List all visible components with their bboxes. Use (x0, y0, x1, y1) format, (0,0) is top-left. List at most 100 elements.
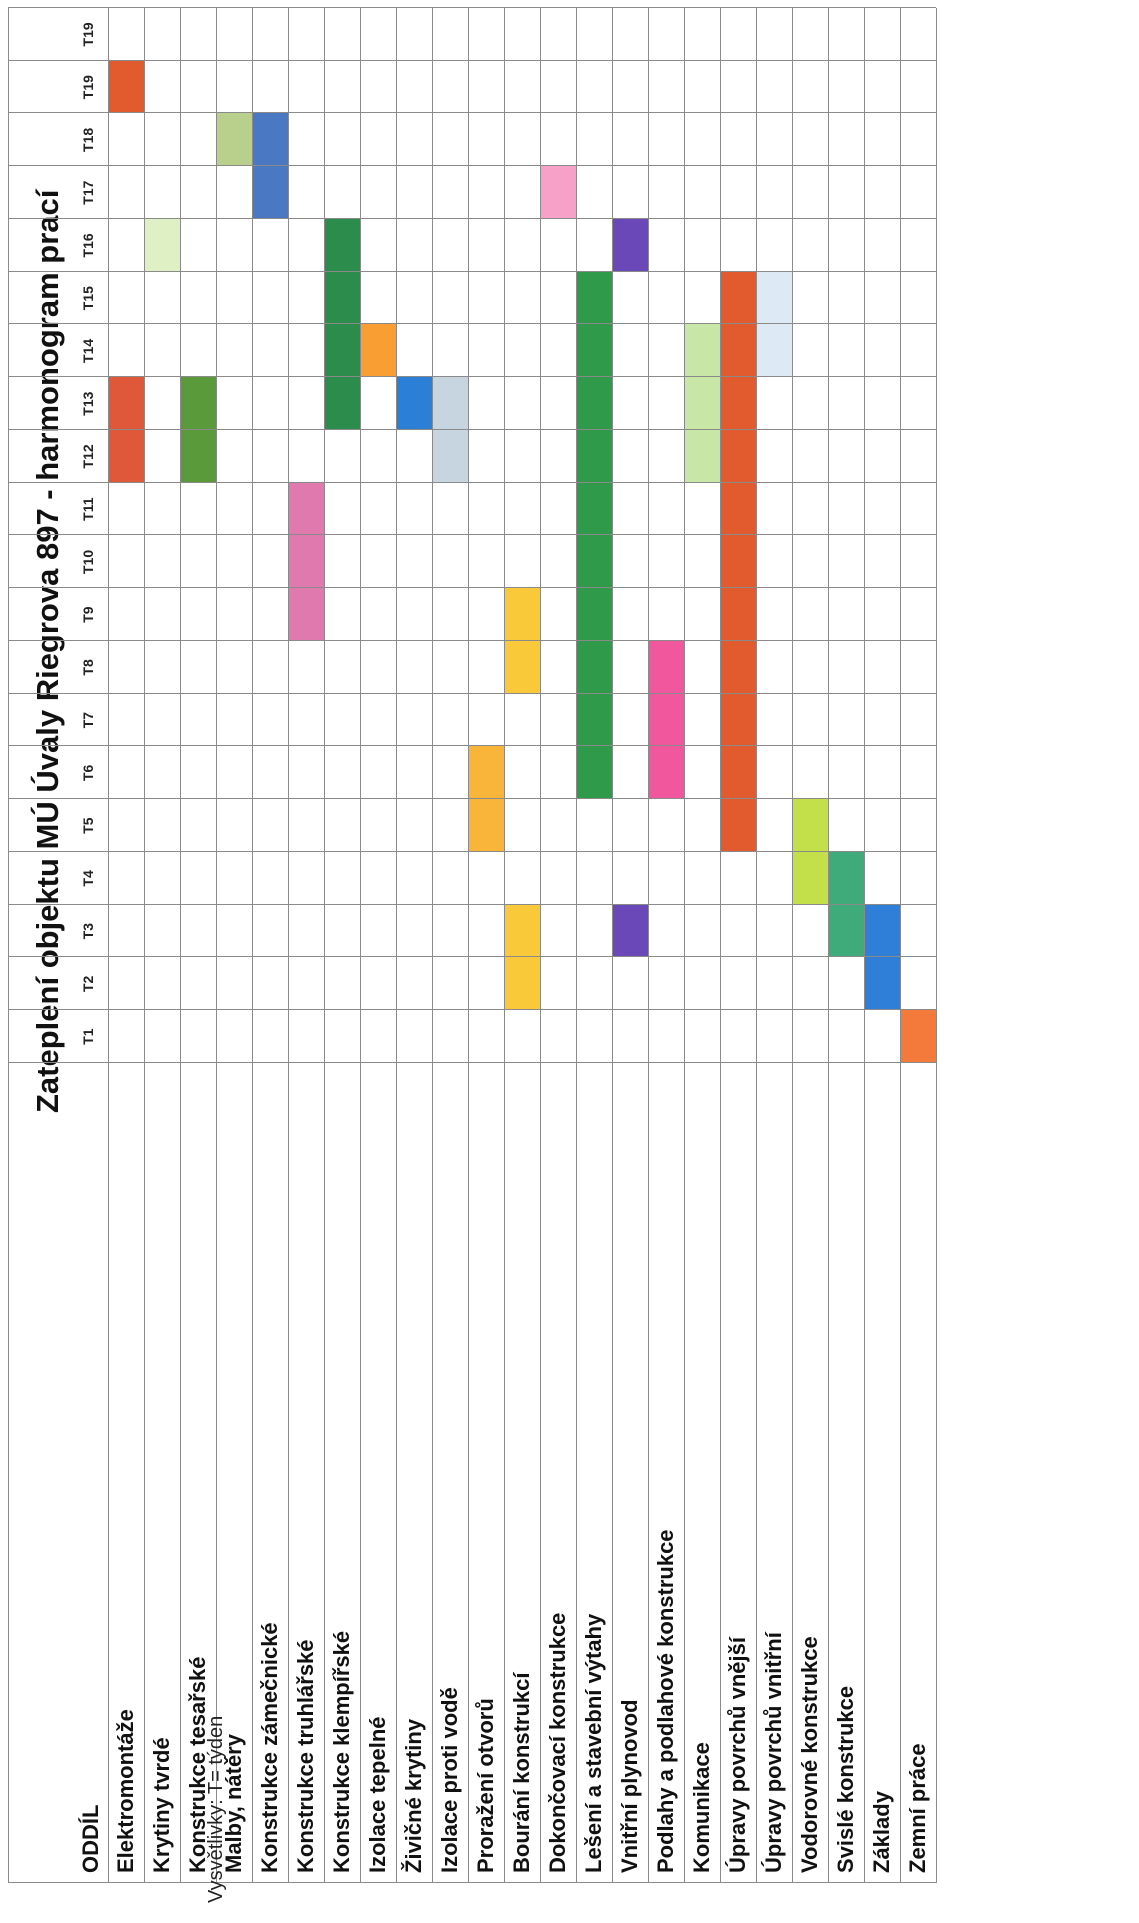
grid-col-line (8, 1062, 936, 1063)
gantt-bar (504, 904, 540, 1011)
grid-col-line (8, 956, 936, 958)
gantt-bar (720, 271, 756, 852)
week-label: T3 (80, 922, 96, 940)
gantt-bar (864, 904, 900, 1011)
week-label: T14 (80, 338, 96, 363)
grid-row-line (936, 8, 937, 1883)
grid-row-line (252, 8, 253, 1883)
gantt-bar (360, 324, 396, 378)
week-label: T1 (80, 1028, 96, 1045)
row-label: Krytiny tvrdé (149, 1737, 174, 1873)
grid-left-line (8, 1882, 936, 1883)
gantt-bar (216, 113, 252, 167)
grid-row-line (792, 8, 793, 1883)
gantt-bar (900, 1010, 936, 1063)
gantt-bar (468, 746, 504, 852)
gantt-bar (576, 271, 612, 800)
grid-row-line (684, 8, 685, 1883)
row-label: Bourání konstrukcí (509, 1672, 534, 1873)
gantt-bar (252, 113, 288, 219)
gantt-bar (612, 219, 648, 272)
row-label: Vodorovné konstrukce (797, 1636, 822, 1873)
gantt-bar (828, 852, 864, 958)
gantt-bar (540, 166, 576, 219)
gantt-bar (612, 904, 648, 958)
week-label: T4 (80, 870, 96, 887)
grid-col-line (8, 903, 936, 905)
grid-row-line (504, 8, 505, 1883)
grid-row-line (216, 8, 217, 1883)
gantt-bar (108, 377, 144, 483)
row-label: Konstrukce zámečnické (257, 1622, 282, 1873)
gantt-bar (684, 324, 720, 483)
week-label: T19 (80, 75, 96, 100)
row-label: Živičné krytiny (401, 1718, 426, 1873)
week-label: T19 (80, 22, 96, 47)
page-title: Zateplení objektu MÚ Úvaly Riegrova 897 … (30, 189, 65, 1113)
gantt-bar (792, 799, 828, 905)
grid-col-line (8, 692, 936, 694)
legend-footnote: Vysvětlivky: T= týden (205, 1715, 227, 1903)
grid-col-line (8, 1009, 936, 1011)
row-label: Úpravy povrchů vnější (725, 1637, 750, 1873)
grid-row-line (468, 8, 469, 1883)
gantt-bar (396, 377, 432, 430)
gantt-bar (756, 271, 792, 378)
row-label: Úpravy povrchů vnitřní (761, 1632, 786, 1873)
week-label: T8 (80, 659, 96, 676)
grid-col-line (8, 640, 936, 641)
grid-row-line (540, 8, 541, 1883)
grid-row-line (648, 8, 649, 1883)
grid-row-line (756, 8, 757, 1883)
row-label: Konstrukce truhlářské (293, 1639, 318, 1873)
gantt-bar (324, 219, 360, 430)
gantt-bar (108, 60, 144, 114)
grid-row-line (612, 8, 613, 1883)
week-label: T17 (80, 180, 96, 205)
grid-col-line (8, 851, 936, 852)
gantt-bar (432, 377, 468, 483)
week-label: T16 (80, 233, 96, 258)
gantt-bar (504, 588, 540, 694)
grid-row-line (108, 8, 109, 1883)
gantt-bar (288, 482, 324, 641)
grid-col-line (8, 798, 936, 800)
week-label: T2 (80, 975, 96, 993)
row-label: Lešení a stavební výtahy (581, 1613, 606, 1873)
week-label: T6 (80, 764, 96, 782)
grid-row-line (144, 8, 145, 1883)
grid-col-line (8, 587, 936, 589)
grid-row-line (828, 8, 829, 1883)
grid-col-line (8, 429, 936, 430)
grid-row-line (324, 8, 325, 1883)
row-label: Zemní práce (905, 1743, 930, 1873)
grid-col-line (8, 270, 936, 272)
week-label: T10 (80, 549, 96, 574)
row-label: Elektromontáže (113, 1709, 138, 1873)
column-header-oddil: ODDÍL (78, 1804, 103, 1873)
grid-row-line (720, 8, 721, 1883)
grid-row-line (288, 8, 289, 1883)
row-label: Proražení otvorů (473, 1698, 498, 1873)
grid-row-line (360, 8, 361, 1883)
row-label: Vnitřní plynovod (617, 1699, 642, 1873)
grid-top-line (8, 8, 9, 1883)
grid-row-line (180, 8, 181, 1883)
grid-col-line (8, 112, 936, 114)
row-label: Izolace tepelné (365, 1716, 390, 1873)
row-label: Konstrukce klempířské (329, 1630, 354, 1873)
row-label: Komunikace (689, 1742, 714, 1873)
week-label: T11 (80, 497, 96, 521)
row-label: Podlahy a podlahové konstrukce (653, 1529, 678, 1873)
row-label: Základy (869, 1791, 894, 1873)
grid-col-line (8, 59, 936, 61)
grid-row-line (432, 8, 433, 1883)
grid-col-line (8, 7, 936, 8)
week-label: T5 (80, 817, 96, 834)
gantt-bar (648, 641, 684, 800)
grid-row-line (576, 8, 577, 1883)
week-label: T12 (80, 444, 96, 469)
grid-col-line (8, 481, 936, 483)
